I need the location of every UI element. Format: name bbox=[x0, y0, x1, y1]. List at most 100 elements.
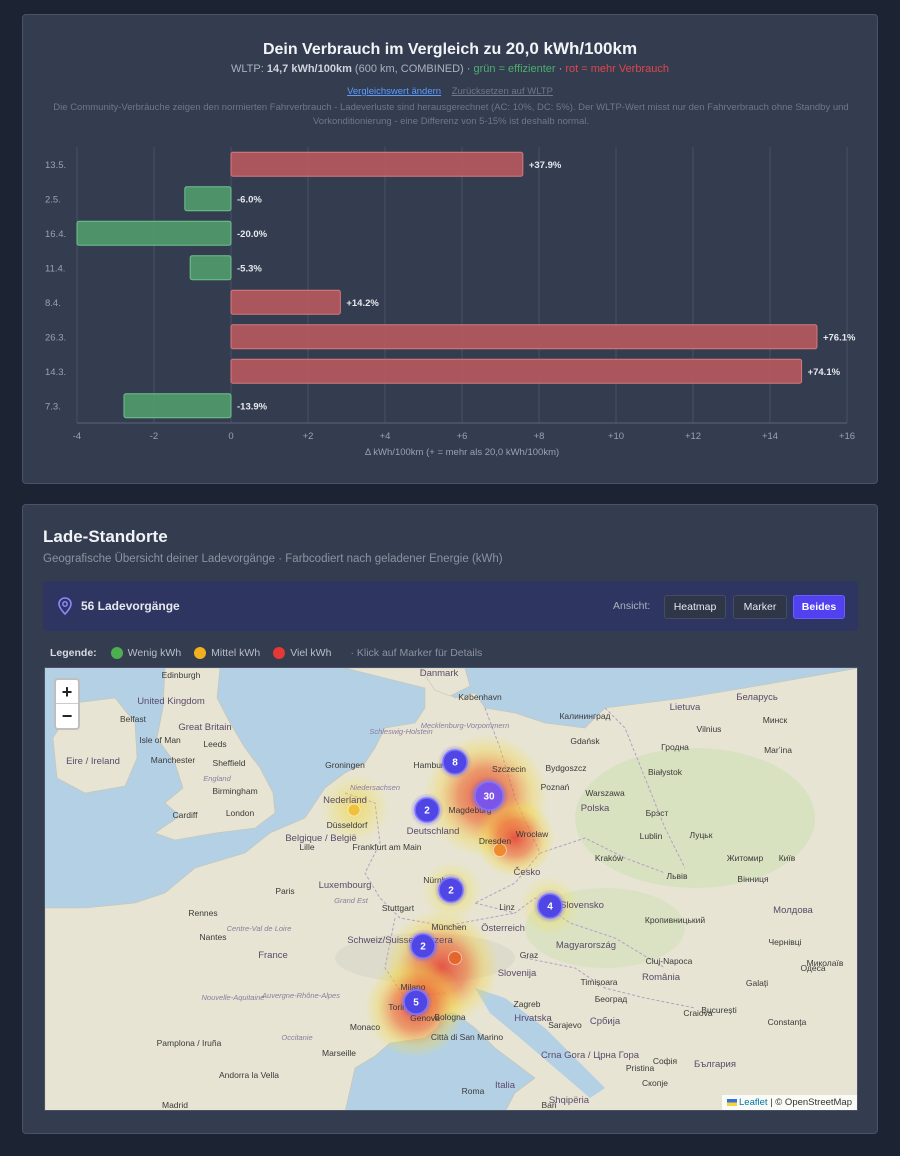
map-place-label: Mecklenburg-Vorpommern bbox=[421, 721, 510, 730]
map-place-label: London bbox=[226, 808, 255, 818]
map-place-label: Centre-Val de Loire bbox=[227, 924, 292, 933]
map-place-label: Magdeburg bbox=[448, 805, 491, 815]
map-place-label: Schweiz/Suisse/Svizzera bbox=[347, 935, 453, 946]
map-place-label: Одеса bbox=[800, 963, 825, 973]
map-place-label: Молдова bbox=[773, 905, 813, 916]
cluster-count-label: 30 bbox=[483, 792, 495, 803]
map-place-label: Białystok bbox=[648, 767, 683, 777]
map-place-label: Zagreb bbox=[514, 999, 541, 1009]
cluster-marker[interactable] bbox=[410, 933, 436, 959]
map-section-title: Lade-Standorte bbox=[43, 527, 168, 546]
map-place-label: Österreich bbox=[481, 923, 525, 934]
cluster-count-label: 4 bbox=[547, 902, 553, 913]
zoom-in-button[interactable]: + bbox=[56, 680, 78, 704]
osm-attribution: | © OpenStreetMap bbox=[770, 1097, 852, 1108]
map-place-label: România bbox=[642, 972, 681, 983]
map-place-label: Slovenija bbox=[498, 968, 537, 979]
green-dot-icon bbox=[110, 647, 123, 659]
wltp-details: (600 km, COMBINED) · bbox=[354, 63, 471, 75]
y-category-label: 16.4. bbox=[45, 229, 66, 240]
change-reference-link[interactable]: Vergleichswert ändern bbox=[347, 86, 442, 97]
cluster-marker[interactable] bbox=[442, 749, 468, 775]
x-tick-label: 0 bbox=[228, 431, 233, 442]
map-place-label: Slovensko bbox=[560, 900, 604, 911]
chart-links: Vergleichswert ändern Zurücksetzen auf W… bbox=[23, 86, 877, 97]
map-place-label: Belfast bbox=[120, 714, 147, 724]
cluster-marker[interactable] bbox=[438, 877, 464, 903]
bar[interactable] bbox=[230, 289, 341, 315]
bar[interactable] bbox=[184, 186, 232, 212]
map-place-label: Луцьк bbox=[690, 830, 713, 840]
legend-low-label: Wenig kWh bbox=[127, 647, 182, 659]
heat-blob-dresden bbox=[475, 798, 555, 878]
map-place-label: Чернівці bbox=[769, 937, 802, 947]
view-marker-button[interactable]: Marker bbox=[733, 595, 787, 619]
adriatic-sea bbox=[475, 988, 605, 1098]
map-place-label: United Kingdom bbox=[137, 696, 205, 707]
map-place-label: København bbox=[458, 692, 502, 702]
map-place-label: Cardiff bbox=[173, 810, 199, 820]
zoom-out-button[interactable]: − bbox=[61, 706, 73, 726]
cluster-marker[interactable] bbox=[403, 989, 429, 1015]
map-attribution: Leaflet | © OpenStreetMap bbox=[722, 1095, 857, 1110]
marker-tirol[interactable] bbox=[448, 951, 462, 965]
marker-ruhr[interactable] bbox=[347, 803, 361, 817]
x-tick-label: -4 bbox=[73, 431, 81, 442]
map-place-label: Manchester bbox=[151, 755, 196, 765]
map-place-label: Groningen bbox=[325, 760, 365, 770]
bar[interactable] bbox=[189, 255, 232, 281]
legend-high-label: Viel kWh bbox=[290, 647, 332, 659]
marker-dresden[interactable] bbox=[493, 843, 507, 857]
map-place-label: Kraków bbox=[595, 853, 624, 863]
map-cluster-markers[interactable]: 8 30 2 2 4 2 5 bbox=[399, 745, 567, 1019]
cluster-count-label: 2 bbox=[424, 806, 430, 817]
map-place-label: Київ bbox=[779, 853, 796, 863]
bar-data-label: -20.0% bbox=[237, 229, 268, 240]
chart-note: Die Community-Verbräuche zeigen den norm… bbox=[53, 102, 849, 127]
land-great-britain bbox=[154, 668, 276, 841]
bar[interactable] bbox=[230, 151, 524, 177]
bar-data-label: +37.9% bbox=[529, 160, 562, 171]
chart-subtitle: WLTP: 14,7 kWh/100km (600 km, COMBINED) … bbox=[23, 63, 877, 75]
map-place-label: Миколаїв bbox=[807, 958, 844, 968]
bar[interactable] bbox=[76, 220, 232, 246]
leaflet-link[interactable]: Leaflet bbox=[739, 1097, 768, 1108]
map-view[interactable]: Edinburgh United Kingdom Belfast Great Brit… bbox=[44, 667, 858, 1111]
map-place-label: Београд bbox=[595, 994, 628, 1004]
bar[interactable] bbox=[123, 393, 232, 419]
bar[interactable] bbox=[230, 324, 818, 350]
x-tick-label: +2 bbox=[303, 431, 314, 442]
map-place-label: Birmingham bbox=[212, 786, 257, 796]
map-place-label: Dresden bbox=[479, 836, 511, 846]
cluster-count-label: 2 bbox=[420, 942, 426, 953]
legend-red-text: rot = mehr Verbrauch bbox=[565, 63, 669, 75]
map-place-label: Shqipëria bbox=[549, 1095, 590, 1106]
map-canvas[interactable]: Edinburgh United Kingdom Belfast Great Brit… bbox=[45, 668, 858, 1111]
cluster-marker[interactable] bbox=[474, 781, 504, 811]
reset-wltp-link[interactable]: Zurücksetzen auf WLTP bbox=[451, 86, 553, 97]
map-place-label: Gdańsk bbox=[570, 736, 600, 746]
map-place-label: Pristina bbox=[626, 1063, 655, 1073]
map-legend: Legende: Wenig kWh Mittel kWh Viel kWh ·… bbox=[50, 645, 482, 661]
map-place-label: Luxembourg bbox=[319, 880, 372, 891]
x-tick-label: -2 bbox=[150, 431, 158, 442]
chart-title-prefix: Dein Verbrauch im Vergleich zu bbox=[262, 41, 502, 58]
view-both-button[interactable]: Beides bbox=[793, 595, 845, 619]
map-place-label: Marseille bbox=[322, 1048, 356, 1058]
cluster-marker[interactable] bbox=[537, 893, 563, 919]
cluster-count-label: 2 bbox=[448, 886, 454, 897]
view-heatmap-button[interactable]: Heatmap bbox=[664, 595, 726, 619]
map-place-label: Bydgoszcz bbox=[545, 763, 586, 773]
map-place-label: București bbox=[701, 1005, 737, 1015]
red-dot-icon bbox=[273, 647, 286, 659]
map-place-label: Roma bbox=[462, 1086, 485, 1096]
map-place-label: Nouvelle-Aquitaine bbox=[202, 993, 265, 1002]
map-place-label: Cluj-Napoca bbox=[646, 956, 693, 966]
charging-count: 56 Ladevorgänge bbox=[81, 599, 180, 613]
legend-label: Legende: bbox=[50, 647, 97, 659]
bar[interactable] bbox=[230, 358, 803, 384]
cluster-marker[interactable] bbox=[414, 797, 440, 823]
map-place-label: Брэст bbox=[646, 808, 669, 818]
bar-data-label: -13.9% bbox=[237, 401, 268, 412]
x-tick-label: +8 bbox=[534, 431, 545, 442]
